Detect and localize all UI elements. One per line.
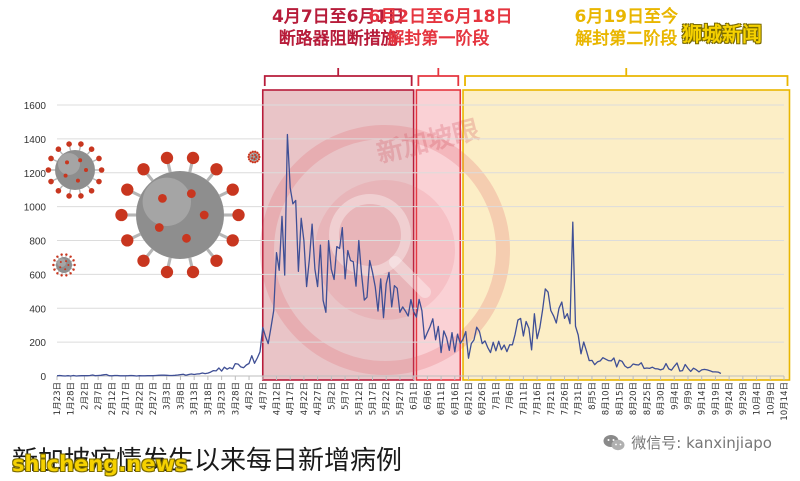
x-tick-label: 2月7日 <box>94 382 104 410</box>
phase-name: 断路器阻断措施 <box>278 29 398 49</box>
x-tick-label: 7月31日 <box>574 382 584 415</box>
x-tick-label: 8月20日 <box>629 382 639 415</box>
x-tick-label: 7月21日 <box>547 382 557 415</box>
x-tick-label: 4月17日 <box>286 382 296 415</box>
x-tick-label: 4月2日 <box>245 382 255 410</box>
phase-date: 6月2日至6月18日 <box>368 7 513 27</box>
x-tick-label: 6月11日 <box>437 382 447 415</box>
x-tick-label: 3月18日 <box>204 382 214 415</box>
x-tick-label: 6月16日 <box>451 382 461 415</box>
wechat-credit: 微信号: kanxinjiapo <box>603 432 772 453</box>
x-tick-label: 4月22日 <box>300 382 310 415</box>
phase-bracket <box>464 68 789 86</box>
brand-watermark: 狮城新闻 <box>682 22 762 46</box>
x-tick-label: 6月1日 <box>410 382 420 410</box>
coronavirus-icon <box>52 253 76 277</box>
phase-name: 解封第一阶段 <box>387 29 490 49</box>
x-tick-label: 5月12日 <box>355 382 365 415</box>
x-tick-label: 7月11日 <box>519 382 529 415</box>
phase-label: 4月7日至6月1日 断路器阻断措施 <box>263 6 414 50</box>
x-tick-label: 3月23日 <box>218 382 228 415</box>
y-tick-label: 1000 <box>24 203 47 214</box>
x-tick-label: 2月17日 <box>122 382 132 415</box>
x-tick-label: 9月4日 <box>670 382 680 410</box>
y-tick-label: 1600 <box>24 101 47 112</box>
phase-band <box>462 89 791 381</box>
x-tick-label: 2月2日 <box>80 382 90 410</box>
y-tick-label: 200 <box>29 338 46 349</box>
x-tick-label: 4月7日 <box>259 382 269 410</box>
x-tick-label: 5月17日 <box>368 382 378 415</box>
x-tick-labels: 1月23日 1月28日 2月2日 2月7日 2月12日 2月17日 2月22日 2月27日 3月… <box>53 376 790 421</box>
x-tick-label: 9月9日 <box>684 382 694 410</box>
x-tick-label: 10月14日 <box>780 382 790 421</box>
x-tick-label: 6月21日 <box>465 382 475 415</box>
phase-bracket <box>417 68 460 86</box>
coronavirus-icon <box>247 150 261 164</box>
x-tick-label: 9月29日 <box>739 382 749 415</box>
x-tick-label: 8月10日 <box>602 382 612 415</box>
phase-label: 6月2日至6月18日 解封第一阶段 <box>368 6 513 50</box>
x-tick-label: 5月7日 <box>341 382 351 410</box>
x-tick-label: 5月27日 <box>396 382 406 415</box>
x-tick-label: 3月13日 <box>190 382 200 415</box>
phase-brackets <box>263 68 789 86</box>
x-tick-label: 9月14日 <box>698 382 708 415</box>
x-tick-label: 7月16日 <box>533 382 543 415</box>
x-tick-label: 2月12日 <box>108 382 118 415</box>
x-tick-label: 7月6日 <box>506 382 516 410</box>
x-tick-label: 9月24日 <box>725 382 735 415</box>
x-tick-label: 2月22日 <box>135 382 145 415</box>
x-tick-label: 2月27日 <box>149 382 159 415</box>
grid <box>57 104 784 377</box>
x-tick-label: 8月5日 <box>588 382 598 410</box>
y-tick-label: 1400 <box>24 135 47 146</box>
y-tick-labels: 0 200 400 600 800 1000 1200 1400 1600 <box>24 101 47 383</box>
y-tick-label: 0 <box>40 372 46 383</box>
y-tick-label: 600 <box>29 270 46 281</box>
coronavirus-icon <box>115 151 245 279</box>
chart-title: 新加坡疫情发生以来每日新增病例 <box>12 446 403 476</box>
x-tick-label: 9月19日 <box>711 382 721 415</box>
daily-cases-line <box>56 133 722 377</box>
x-tick-label: 1月28日 <box>67 382 77 415</box>
phase-label: 6月19日至今 解封第二阶段 <box>463 6 789 50</box>
x-tick-label: 5月2日 <box>327 382 337 410</box>
y-tick-label: 800 <box>29 237 46 248</box>
series-line <box>56 133 722 377</box>
wechat-icon <box>603 434 625 450</box>
coronavirus-icon <box>45 141 105 199</box>
x-tick-label: 7月1日 <box>492 382 502 410</box>
x-tick-label: 3月3日 <box>163 382 173 410</box>
x-tick-label: 6月6日 <box>423 382 433 410</box>
x-tick-label: 4月27日 <box>314 382 324 415</box>
phase-name: 解封第二阶段 <box>575 29 678 49</box>
x-tick-label: 3月28日 <box>231 382 241 415</box>
x-tick-label: 8月25日 <box>643 382 653 415</box>
x-tick-label: 3月8日 <box>176 382 186 410</box>
x-tick-label: 7月26日 <box>561 382 571 415</box>
site-watermark: shicheng.news <box>12 452 188 476</box>
x-tick-label: 8月30日 <box>657 382 667 415</box>
x-tick-label: 4月12日 <box>272 382 282 415</box>
x-tick-label: 5月22日 <box>382 382 392 415</box>
y-tick-label: 1200 <box>24 169 47 180</box>
x-tick-label: 1月23日 <box>53 382 63 415</box>
phase-date: 6月19日至今 <box>574 7 678 27</box>
wechat-label: 微信号: kanxinjiapo <box>631 434 772 452</box>
virus-illustrations <box>45 141 261 279</box>
x-tick-label: 10月4日 <box>753 382 763 415</box>
x-tick-label: 10月9日 <box>766 382 776 415</box>
phase-bracket <box>263 68 413 86</box>
x-tick-label: 6月26日 <box>478 382 488 415</box>
x-tick-label: 8月15日 <box>615 382 625 415</box>
phase-date: 4月7日至6月1日 <box>272 7 405 27</box>
y-tick-label: 400 <box>29 304 46 315</box>
